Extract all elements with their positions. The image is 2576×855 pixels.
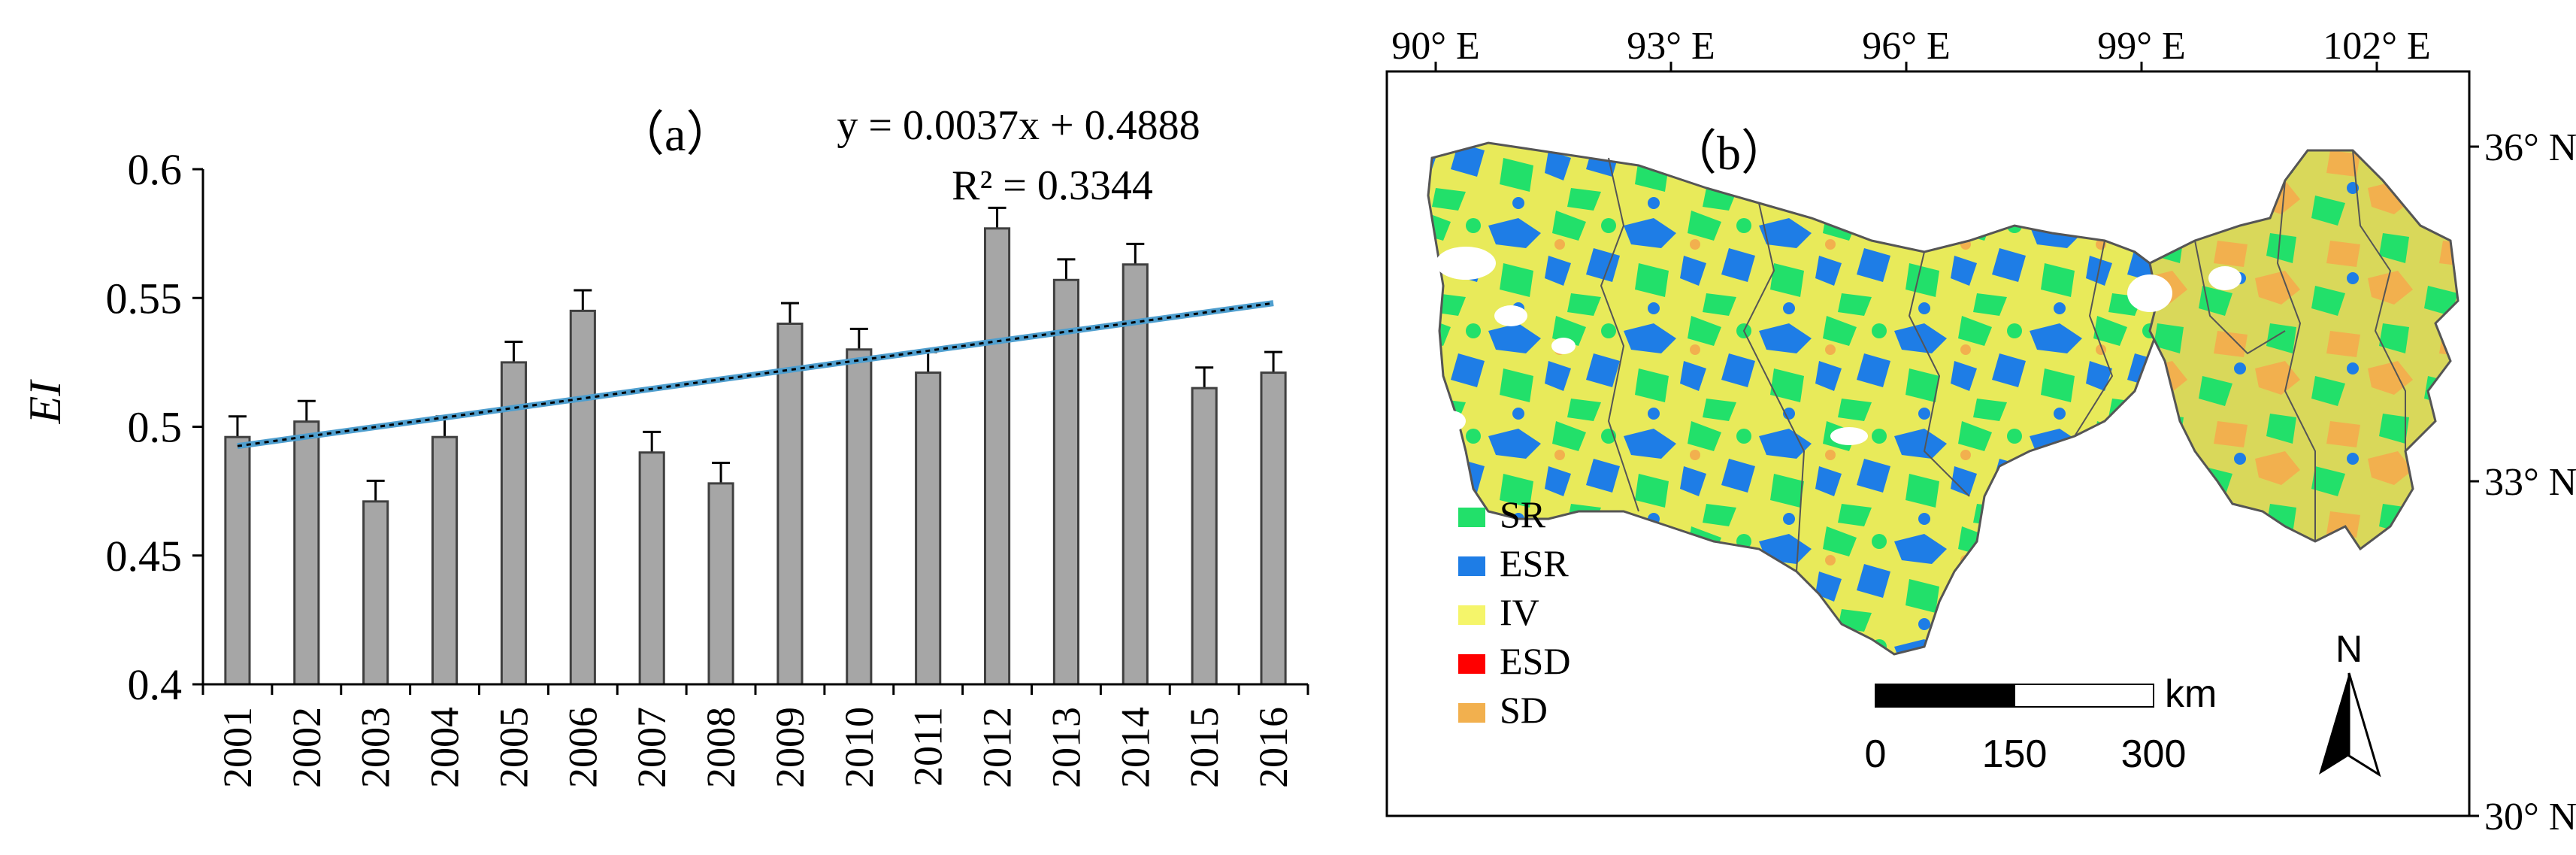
x-tick-label: 2011: [906, 707, 951, 787]
x-tick-label: 2005: [491, 707, 536, 788]
north-label: N: [2335, 628, 2363, 670]
x-tick-label: 2008: [698, 707, 743, 788]
scale-unit: km: [2165, 672, 2217, 716]
county-boundaries: [1600, 150, 2406, 572]
x-tick-label: 2001: [215, 707, 260, 788]
scale-label-300: 300: [2121, 732, 2187, 776]
bar-2011: [915, 371, 942, 686]
y-tick-label: 0.4: [128, 660, 183, 709]
x-tick-label: 2016: [1251, 707, 1296, 788]
bar-chart-panel-a: （a） y = 0.0037x + 0.4888 R² = 0.3344 EI …: [20, 102, 1309, 788]
lat-label: 30° N: [2484, 796, 2576, 838]
bar-2005: [500, 361, 528, 686]
map-panel-b: 90° E 93° E 96° E 99° E 102° E 36° N 33° N 30°…: [1385, 25, 2576, 838]
legend-swatch-esr: [1458, 556, 1485, 576]
bars: [224, 227, 1287, 686]
y-tick-label: 0.55: [106, 274, 183, 323]
lon-label: 93° E: [1627, 25, 1715, 68]
legend-label-esr: ESR: [1500, 542, 1569, 584]
trendline: [237, 300, 1274, 450]
trend-equation: y = 0.0037x + 0.4888: [837, 102, 1200, 149]
x-tick-label: 2015: [1182, 707, 1227, 788]
bar-2015: [1191, 387, 1218, 686]
legend-label-esd: ESD: [1500, 640, 1570, 682]
x-tick-label: 2010: [837, 707, 882, 788]
bar-2014: [1122, 263, 1149, 686]
legend-swatch-sr: [1458, 508, 1485, 527]
bar-2007: [638, 451, 665, 686]
x-tick-label: 2002: [284, 707, 329, 788]
x-tick-label: 2004: [422, 707, 468, 788]
scale-label-0: 0: [1865, 732, 1887, 776]
latitude-labels: 36° N 33° N 30° N: [2469, 126, 2576, 838]
bar-2003: [362, 500, 389, 686]
map-legend: SR ESR IV ESD SD: [1458, 493, 1570, 731]
legend-label-iv: IV: [1500, 591, 1539, 633]
x-tick-label: 2007: [629, 707, 674, 788]
trendline-dash: [237, 302, 1274, 447]
bar-2006: [569, 309, 596, 686]
bar-2008: [707, 482, 734, 686]
y-axis-label: EI: [20, 379, 70, 425]
study-area-east: [2148, 149, 2459, 551]
bar-2010: [846, 348, 873, 686]
lon-label: 96° E: [1862, 25, 1951, 68]
lat-label: 36° N: [2484, 126, 2576, 169]
y-tick-label: 0.6: [128, 145, 183, 194]
bar-2013: [1052, 278, 1080, 686]
legend-label-sd: SD: [1500, 689, 1548, 731]
x-tick-label: 2009: [767, 707, 813, 788]
y-tick-labels: 0.4 0.45 0.5 0.55 0.6: [106, 145, 203, 709]
lon-label: 102° E: [2323, 25, 2431, 68]
x-tick-labels: 2001 2002 2003 2004 2005 2006 2007 2008 2009 2010…: [201, 684, 1309, 788]
x-tick-label: 2014: [1112, 707, 1158, 788]
north-arrow: N: [2319, 628, 2381, 778]
panel-b-label: （b）: [1669, 126, 1789, 180]
bar-2009: [776, 323, 804, 686]
bar-2004: [431, 435, 459, 686]
bar-2002: [293, 420, 320, 686]
lat-label: 33° N: [2484, 461, 2576, 504]
r-squared: R² = 0.3344: [952, 162, 1153, 209]
y-tick-label: 0.5: [128, 403, 183, 452]
scale-bar: km 0 150 300: [1865, 672, 2217, 776]
bar-2016: [1260, 371, 1287, 686]
panel-a-label: （a）: [616, 108, 734, 161]
y-tick-label: 0.45: [106, 532, 183, 581]
x-tick-label: 2013: [1043, 707, 1088, 788]
x-tick-label: 2003: [353, 707, 398, 788]
legend-label-sr: SR: [1500, 493, 1546, 535]
lon-label: 99° E: [2097, 25, 2186, 68]
legend-swatch-sd: [1458, 703, 1485, 723]
lon-label: 90° E: [1391, 25, 1480, 68]
lakes: [1436, 247, 2242, 445]
scale-label-150: 150: [1982, 732, 2048, 776]
legend-swatch-esd: [1458, 654, 1485, 674]
bar-2012: [983, 227, 1011, 686]
x-tick-label: 2006: [560, 707, 605, 788]
legend-swatch-iv: [1458, 605, 1485, 625]
longitude-labels: 90° E 93° E 96° E 99° E 102° E: [1391, 25, 2431, 71]
x-tick-label: 2012: [975, 707, 1020, 788]
bar-2001: [224, 435, 251, 686]
